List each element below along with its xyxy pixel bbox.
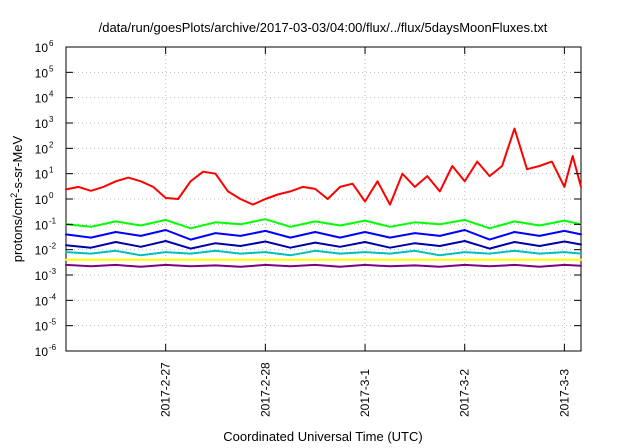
y-tick-label: 10 <box>35 41 49 55</box>
y-tick-label: 10 <box>35 142 49 156</box>
y-tick-label: 10 <box>35 92 49 106</box>
y-tick-exponent: 2 <box>49 140 54 149</box>
y-tick-label: 10 <box>35 345 49 359</box>
series-line <box>65 218 582 230</box>
y-tick-label: 10 <box>35 244 49 258</box>
y-tick-exponent: -5 <box>49 318 57 327</box>
y-tick-label: 10 <box>35 218 49 232</box>
x-tick-label: 2017-3-3 <box>557 369 571 417</box>
series-line <box>65 263 582 268</box>
x-tick-label: 2017-3-1 <box>358 369 372 417</box>
y-tick-label: 10 <box>35 66 49 80</box>
y-axis-label-suffix: -s-sr-MeV <box>10 135 25 192</box>
x-axis-label: Coordinated Universal Time (UTC) <box>223 429 422 444</box>
y-tick-exponent: -4 <box>49 292 57 301</box>
y-tick-label: 10 <box>35 320 49 334</box>
series-line <box>65 229 582 241</box>
plot-area <box>65 46 582 352</box>
axis-layer: 10 -610 -510 -410 -310 -210 -110 010 110 210 310 41… <box>35 39 581 417</box>
y-tick-exponent: 4 <box>49 90 54 99</box>
y-tick-exponent: -1 <box>49 216 57 225</box>
y-axis-label-exponent: 2 <box>9 193 19 198</box>
series-line <box>65 249 582 257</box>
y-axis-label: protons/cm2-s-sr-MeV <box>9 135 25 262</box>
y-tick-label: 10 <box>35 269 49 283</box>
x-tick-label: 2017-3-2 <box>458 369 472 417</box>
y-tick-exponent: 3 <box>49 115 54 124</box>
y-axis-label-prefix: protons/cm <box>10 198 25 262</box>
y-tick-exponent: -3 <box>49 267 57 276</box>
y-tick-exponent: 0 <box>49 191 54 200</box>
series-line <box>65 240 582 250</box>
y-tick-exponent: 6 <box>49 39 54 48</box>
y-tick-label: 10 <box>35 117 49 131</box>
y-tick-label: 10 <box>35 168 49 182</box>
y-tick-exponent: -2 <box>49 242 57 251</box>
chart-title: /data/run/goesPlots/archive/2017-03-03/0… <box>99 20 548 35</box>
y-tick-exponent: 1 <box>49 166 54 175</box>
y-tick-exponent: -6 <box>49 343 57 352</box>
y-tick-exponent: 5 <box>49 64 54 73</box>
series-layer <box>65 127 582 268</box>
x-tick-label: 2017-2-27 <box>159 362 173 417</box>
y-tick-label: 10 <box>35 294 49 308</box>
x-tick-label: 2017-2-28 <box>258 362 272 417</box>
y-tick-label: 10 <box>35 193 49 207</box>
series-line <box>65 127 582 206</box>
